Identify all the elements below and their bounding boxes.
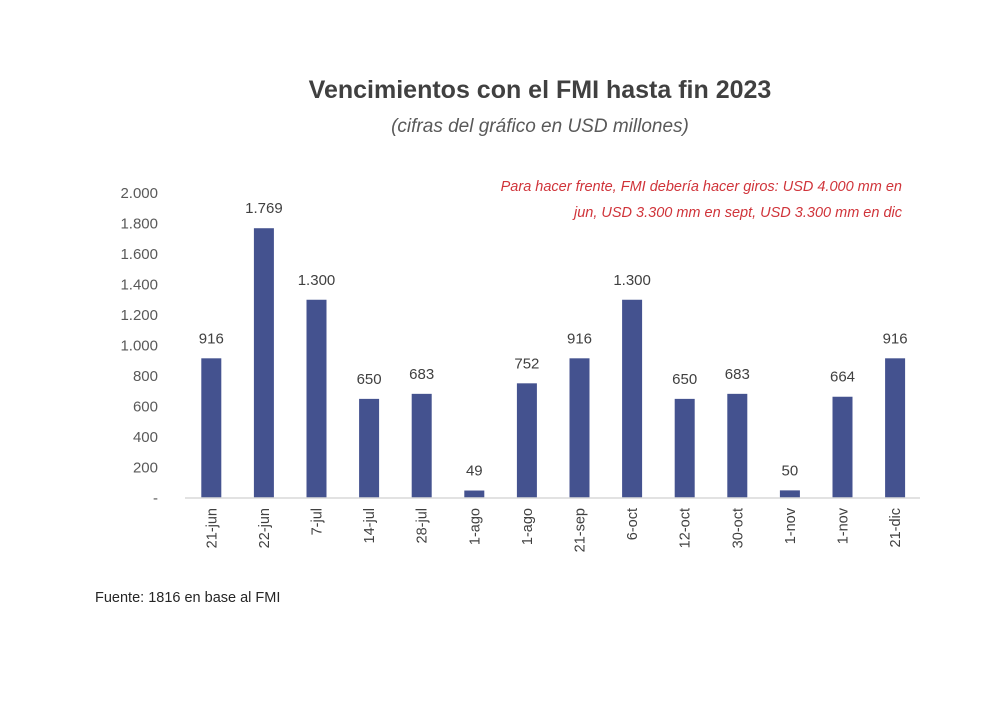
x-tick-label: 1-nov bbox=[836, 507, 852, 544]
x-tick-label: 12-oct bbox=[678, 508, 694, 548]
data-label: 650 bbox=[672, 371, 697, 388]
data-label: 49 bbox=[466, 463, 483, 480]
data-label: 1.300 bbox=[613, 272, 651, 289]
bar bbox=[411, 393, 432, 498]
chart-title: Vencimientos con el FMI hasta fin 2023 bbox=[308, 76, 772, 104]
data-label: 664 bbox=[830, 369, 855, 386]
bar bbox=[569, 358, 590, 498]
x-tick-label: 21-dic bbox=[888, 508, 904, 548]
bar bbox=[885, 358, 906, 498]
x-tick-label: 21-jun bbox=[204, 508, 220, 548]
data-label: 650 bbox=[357, 371, 382, 388]
bar bbox=[832, 396, 853, 498]
y-tick-label: 800 bbox=[133, 368, 158, 385]
x-tick-label: 21-sep bbox=[573, 508, 589, 552]
y-tick-label: 200 bbox=[133, 460, 158, 477]
bar bbox=[622, 299, 643, 498]
y-tick-label: 400 bbox=[133, 429, 158, 446]
y-tick-label: - bbox=[153, 490, 158, 507]
data-label: 916 bbox=[199, 330, 224, 347]
data-labels: 916 1.769 1.300 650 683 49 752 916 1.300 650 683 50… bbox=[199, 200, 908, 479]
y-tick-label: 2.000 bbox=[120, 185, 158, 202]
y-tick-label: 1.200 bbox=[120, 307, 158, 324]
bar bbox=[359, 398, 380, 498]
y-tick-label: 1.000 bbox=[120, 338, 158, 355]
bar bbox=[464, 490, 485, 498]
bar bbox=[516, 383, 537, 498]
data-label: 1.769 bbox=[245, 200, 283, 217]
x-tick-label: 1-nov bbox=[783, 507, 799, 544]
x-tick-label: 7-jul bbox=[310, 508, 326, 535]
bar bbox=[201, 358, 222, 498]
y-tick-label: 1.600 bbox=[120, 246, 158, 263]
data-label: 683 bbox=[725, 366, 750, 383]
x-tick-label: 28-jul bbox=[415, 508, 431, 543]
y-tick-label: 1.400 bbox=[120, 277, 158, 294]
bar bbox=[253, 228, 274, 499]
bar bbox=[674, 398, 695, 498]
y-tick-label: 600 bbox=[133, 399, 158, 416]
data-label: 683 bbox=[409, 366, 434, 383]
x-tick-label: 1-ago bbox=[520, 508, 536, 545]
x-tick-label: 22-jun bbox=[257, 508, 273, 548]
y-tick-label: 1.800 bbox=[120, 216, 158, 233]
bars bbox=[201, 228, 906, 499]
data-label: 916 bbox=[883, 330, 908, 347]
bar bbox=[727, 393, 748, 498]
data-label: 916 bbox=[567, 330, 592, 347]
bar bbox=[779, 490, 800, 498]
chart-annotation: Para hacer frente, FMI debería hacer gir… bbox=[500, 179, 902, 221]
data-label: 1.300 bbox=[298, 272, 336, 289]
bar bbox=[306, 299, 327, 498]
data-label: 50 bbox=[782, 462, 799, 479]
chart-subtitle: (cifras del gráfico en USD millones) bbox=[391, 116, 689, 137]
source-note: Fuente: 1816 en base al FMI bbox=[95, 590, 281, 606]
data-label: 752 bbox=[514, 355, 539, 372]
x-axis-labels: 21-jun 22-jun 7-jul 14-jul 28-jul 1-ago 1-ago 2… bbox=[204, 507, 904, 552]
y-axis: - 200 400 600 800 1.000 1.200 1.400 1.600 1.800 2.… bbox=[120, 185, 158, 507]
x-tick-label: 1-ago bbox=[467, 508, 483, 545]
x-tick-label: 6-oct bbox=[625, 508, 641, 540]
x-tick-label: 30-oct bbox=[730, 508, 746, 548]
x-tick-label: 14-jul bbox=[362, 508, 378, 543]
